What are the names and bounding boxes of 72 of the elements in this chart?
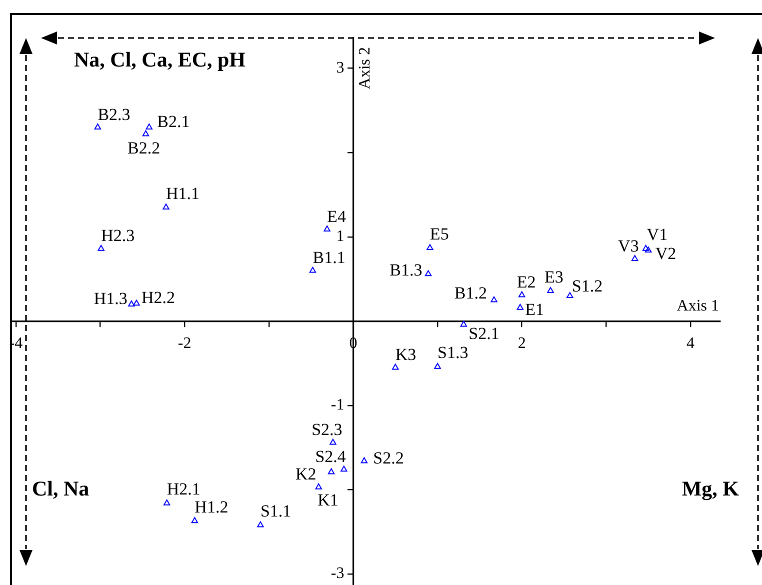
data-label: H1.3: [94, 288, 128, 308]
data-label: K3: [395, 345, 416, 364]
point: [309, 266, 316, 273]
data-label: H1.1: [166, 184, 200, 203]
point: [163, 499, 170, 506]
y-tick-label: 1: [336, 228, 344, 246]
point: [162, 204, 170, 210]
y-tick-label: 3: [336, 60, 344, 77]
point: [128, 300, 135, 306]
annotation: Cl, Na: [32, 476, 90, 500]
point: [360, 457, 368, 464]
point: [547, 287, 554, 293]
point: [257, 521, 264, 528]
point: [642, 244, 650, 251]
data-label: S2.3: [312, 420, 342, 440]
point: [426, 244, 434, 250]
point: [315, 483, 322, 490]
data-label: V3: [618, 236, 639, 256]
y-tick-label: -1: [330, 396, 344, 414]
data-label: B1.3: [390, 260, 422, 280]
data-label: V2: [655, 244, 676, 263]
annotation: Mg, K: [682, 476, 740, 500]
point: [340, 466, 348, 472]
data-label: E3: [544, 267, 564, 286]
data-label: E5: [430, 224, 449, 244]
point: [566, 292, 574, 298]
y-axis-title: Axis 2: [356, 47, 374, 90]
data-label: B2.3: [98, 104, 130, 124]
point: [133, 300, 140, 306]
data-label: H2.3: [101, 226, 135, 246]
data-label: H2.1: [166, 480, 200, 499]
point: [392, 364, 399, 370]
point: [518, 291, 526, 298]
point: [516, 304, 524, 310]
point: [142, 130, 150, 136]
point: [490, 296, 498, 302]
data-label: K2: [295, 464, 316, 484]
point: [434, 362, 441, 369]
data-label: B2.2: [127, 138, 160, 158]
data-label: S2.4: [315, 447, 346, 466]
data-label: E2: [516, 272, 536, 292]
data-label: E4: [327, 206, 346, 226]
y-tick-label: -3: [330, 565, 344, 582]
data-label: K1: [318, 490, 338, 510]
x-tick-label: 4: [686, 334, 694, 352]
point: [324, 226, 330, 232]
data-label: H2.2: [141, 288, 176, 307]
data-label: S2.1: [468, 324, 500, 344]
point: [644, 246, 652, 253]
point: [191, 517, 198, 524]
point: [328, 468, 335, 474]
point: [98, 244, 104, 251]
point: [424, 270, 432, 276]
point: [631, 255, 638, 261]
x-axis-title: Axis 1: [676, 297, 719, 314]
data-label: B2.1: [157, 112, 190, 131]
data-label: E1: [525, 300, 544, 320]
data-label: S1.2: [572, 276, 603, 296]
data-label: B1.2: [454, 284, 488, 303]
point: [94, 124, 102, 130]
point: [460, 320, 468, 327]
x-tick-label: -2: [178, 334, 192, 352]
data-label: V1: [646, 225, 668, 244]
data-label: B1.1: [312, 248, 346, 268]
data-label: H1.2: [194, 497, 228, 516]
x-tick-label: 2: [518, 334, 526, 352]
data-label: S1.1: [260, 502, 292, 521]
point: [330, 438, 336, 445]
data-label: S2.2: [373, 448, 404, 468]
annotation: Na, Cl, Ca, EC, pH: [74, 47, 246, 72]
data-label: S1.3: [438, 343, 468, 362]
point: [146, 124, 152, 130]
